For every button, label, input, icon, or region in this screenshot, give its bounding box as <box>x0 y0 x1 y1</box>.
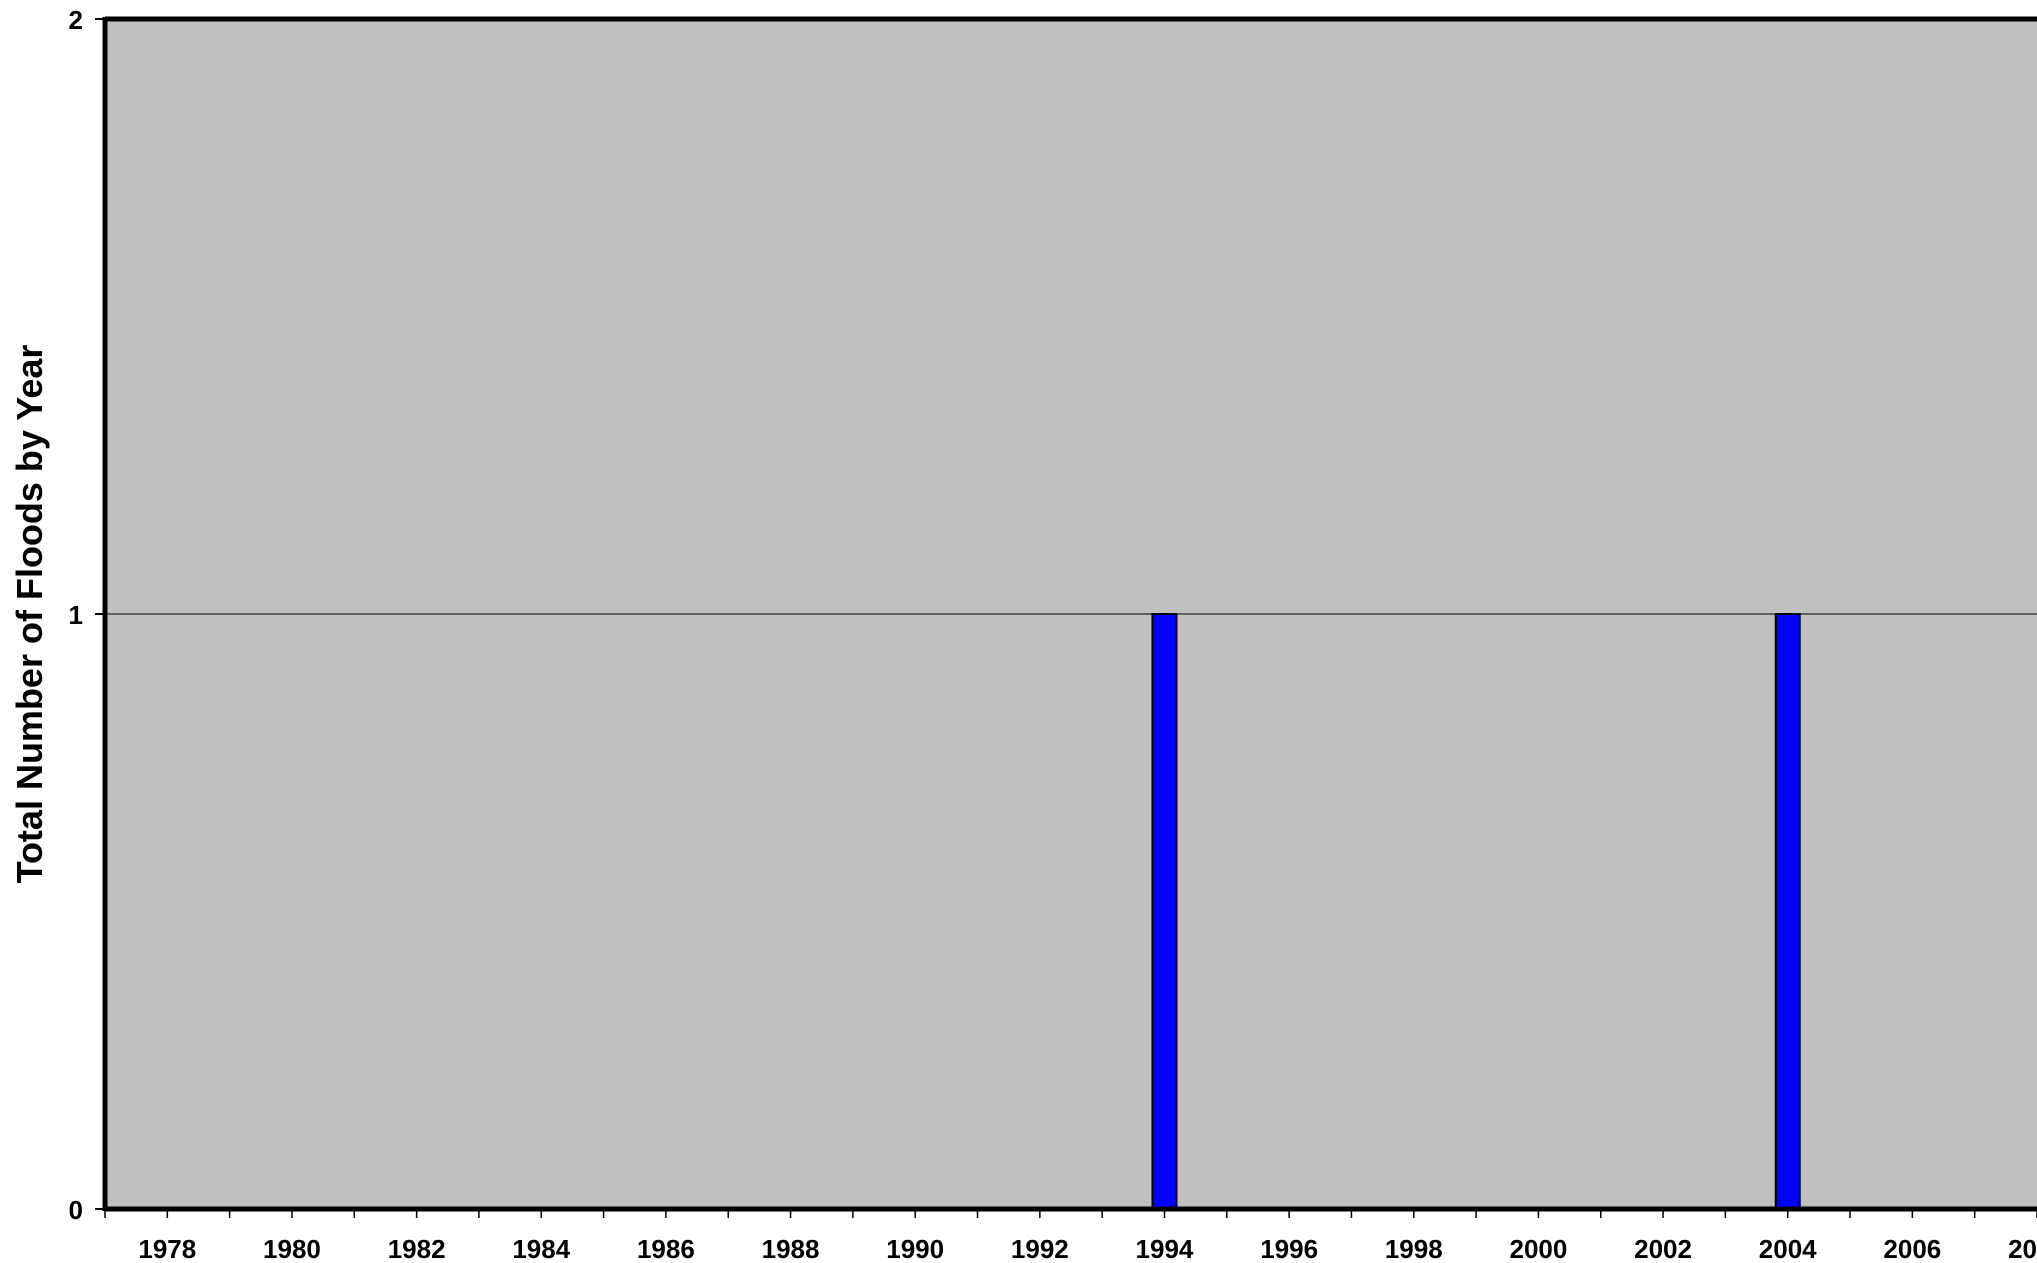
y-axis-ticks: 0 1 2 <box>69 5 105 1225</box>
x-tick-label: 1984 <box>512 1234 570 1263</box>
bar-2004 <box>1774 613 1801 1210</box>
x-tick-label: 1988 <box>762 1234 820 1263</box>
y-axis-title: Total Number of Floods by Year <box>9 345 50 884</box>
x-tick-label: 1998 <box>1385 1234 1443 1263</box>
x-tick-label: 1978 <box>138 1234 196 1263</box>
x-tick-label: 1980 <box>263 1234 321 1263</box>
y-tick-label: 1 <box>69 600 83 630</box>
y-tick-label: 2 <box>69 5 83 35</box>
x-axis-ticks: 1978 1980 1982 1984 1986 1988 1990 1992 1994 1996… <box>104 1209 2037 1263</box>
x-tick-label: 2008 <box>2008 1234 2037 1263</box>
x-tick-label: 2004 <box>1759 1234 1817 1263</box>
bar-1994 <box>1151 613 1178 1210</box>
x-tick-label: 1986 <box>637 1234 695 1263</box>
x-tick-label: 2000 <box>1509 1234 1567 1263</box>
y-tick-label: 0 <box>69 1195 83 1225</box>
x-tick-label: 2002 <box>1634 1234 1692 1263</box>
x-tick-label: 2006 <box>1883 1234 1941 1263</box>
x-tick-label: 1982 <box>388 1234 446 1263</box>
x-tick-label: 1990 <box>886 1234 944 1263</box>
x-tick-label: 1994 <box>1136 1234 1194 1263</box>
x-tick-label: 1996 <box>1260 1234 1318 1263</box>
plot-frame <box>102 16 2037 1212</box>
x-tick-label: 1992 <box>1011 1234 1069 1263</box>
